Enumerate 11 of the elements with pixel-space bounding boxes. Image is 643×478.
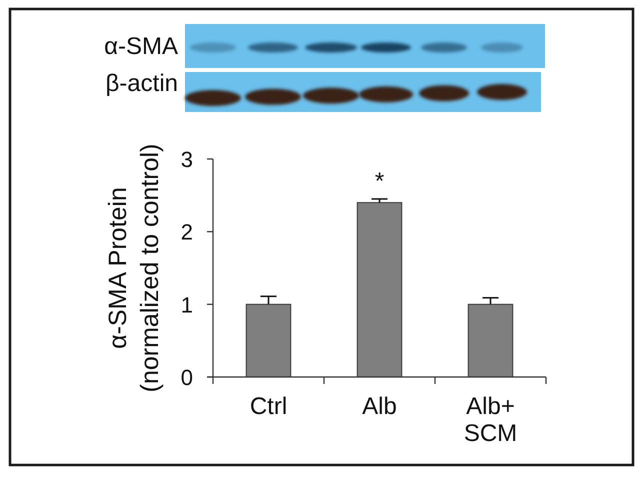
y-tick-label: 2 — [180, 220, 193, 245]
x-tick-label: Alb+ SCM — [464, 393, 518, 447]
annotation: * — [374, 168, 384, 195]
text: α-SMA — [104, 33, 178, 60]
text: β-actin — [106, 70, 178, 97]
y-tick-label: 1 — [180, 292, 193, 318]
y-tick-label: 3 — [180, 146, 193, 172]
y-axis-title: α-SMA Protein (normalized to control) — [104, 144, 164, 392]
x-tick-label: Alb — [362, 393, 397, 420]
y-tick-label: 0 — [180, 364, 193, 390]
x-tick-label: Ctrl — [250, 393, 288, 420]
